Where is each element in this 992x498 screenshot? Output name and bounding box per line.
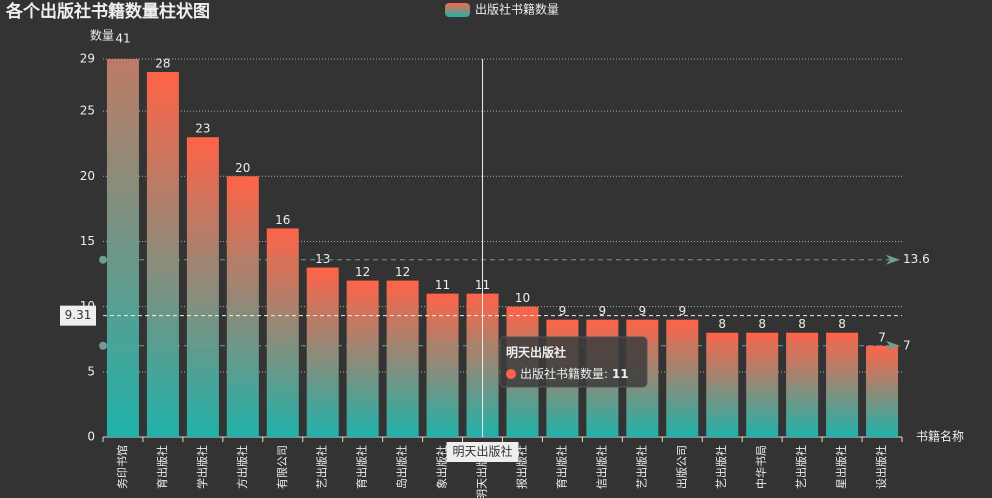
x-pointer-label: 明天出版社	[453, 444, 513, 459]
x-tick-label: 育出版社	[554, 445, 568, 489]
bar[interactable]	[106, 0, 139, 438]
bar[interactable]	[426, 293, 459, 437]
data-label: 28	[155, 57, 170, 71]
data-label: 12	[355, 265, 370, 279]
x-tick-label: 方出版社	[235, 445, 249, 489]
mark-line-start	[99, 341, 107, 350]
x-tick-label: 出版公司	[674, 445, 688, 489]
bar[interactable]	[826, 332, 859, 437]
x-tick-label: 学出版社	[195, 445, 209, 489]
data-label: 7	[878, 330, 886, 344]
bar[interactable]	[186, 137, 219, 437]
data-label: 9	[678, 304, 686, 318]
x-axis-name: 书籍名称	[916, 429, 964, 444]
bar[interactable]	[866, 345, 899, 437]
x-pointer-box	[446, 442, 519, 462]
y-pointer-label: 9.31	[65, 308, 92, 322]
x-tick-label: 育出版社	[355, 445, 369, 489]
chart-title: 各个出版社书籍数量柱状图	[5, 1, 210, 22]
bar[interactable]	[306, 267, 339, 437]
bar[interactable]	[226, 176, 259, 437]
bar[interactable]	[746, 332, 779, 437]
tooltip-dot	[506, 369, 516, 379]
x-tick-label: 艺出版社	[714, 445, 728, 489]
tooltip-sep: :	[604, 367, 612, 381]
y-tick-label: 25	[80, 104, 95, 118]
data-label: 13	[315, 252, 330, 266]
tooltip-value: 11	[612, 367, 629, 381]
bar[interactable]	[706, 332, 739, 437]
bar[interactable]	[346, 280, 379, 437]
x-tick-label: 星出版社	[834, 445, 848, 489]
tooltip-title: 明天出版社	[506, 345, 566, 360]
data-label: 12	[395, 265, 410, 279]
y-pointer-box	[60, 305, 96, 326]
y-tick-label: 29	[80, 52, 95, 66]
x-tick-label: 艺出版社	[794, 445, 808, 489]
bar[interactable]	[266, 228, 299, 437]
mark-line-start	[99, 255, 107, 264]
x-tick-label: 设出版社	[874, 445, 888, 489]
x-tick-label: 中华书局	[754, 445, 768, 489]
mark-line-label: 13.6	[903, 252, 930, 266]
mark-line-label: 7	[903, 338, 911, 352]
y-tick-label: 20	[80, 169, 95, 183]
data-label: 16	[275, 213, 290, 227]
data-label: 8	[758, 317, 766, 331]
tooltip-text: 出版社书籍数量: 11	[520, 366, 629, 381]
data-label: 8	[718, 317, 726, 331]
x-tick-label: 艺出版社	[315, 445, 329, 489]
x-tick-label: 育出版社	[155, 445, 169, 489]
data-label: 9	[599, 304, 607, 318]
data-label: 9	[559, 304, 567, 318]
legend-label[interactable]: 出版社书籍数量	[475, 2, 559, 17]
data-label: 41	[115, 32, 130, 46]
tooltip	[499, 336, 648, 388]
mark-line-arrow	[886, 340, 900, 351]
bar[interactable]	[666, 319, 699, 437]
data-label: 9	[639, 304, 647, 318]
y-tick-label: 15	[80, 234, 95, 248]
x-tick-label: 务印书馆	[115, 445, 129, 489]
data-label: 8	[838, 317, 846, 331]
data-label: 11	[435, 278, 450, 292]
data-label: 10	[515, 291, 530, 305]
bar[interactable]	[146, 72, 179, 437]
x-tick-label: 岛出版社	[395, 445, 409, 489]
bar[interactable]	[786, 332, 819, 437]
mark-line-arrow	[886, 254, 900, 265]
data-label: 20	[235, 161, 250, 175]
x-tick-label: 象出版社	[435, 445, 449, 489]
tooltip-series: 出版社书籍数量	[520, 366, 604, 381]
y-tick-label: 5	[87, 364, 95, 378]
x-tick-label: 有限公司	[275, 445, 289, 489]
data-label: 8	[798, 317, 806, 331]
y-axis-name: 数量	[90, 28, 114, 43]
x-tick-label: 信出版社	[594, 445, 608, 489]
legend-swatch[interactable]	[445, 3, 470, 17]
bar[interactable]	[386, 280, 419, 437]
data-label: 23	[195, 122, 210, 136]
y-tick-label: 0	[87, 430, 95, 444]
bars	[106, 0, 899, 438]
x-tick-label: 艺出版社	[634, 445, 648, 489]
